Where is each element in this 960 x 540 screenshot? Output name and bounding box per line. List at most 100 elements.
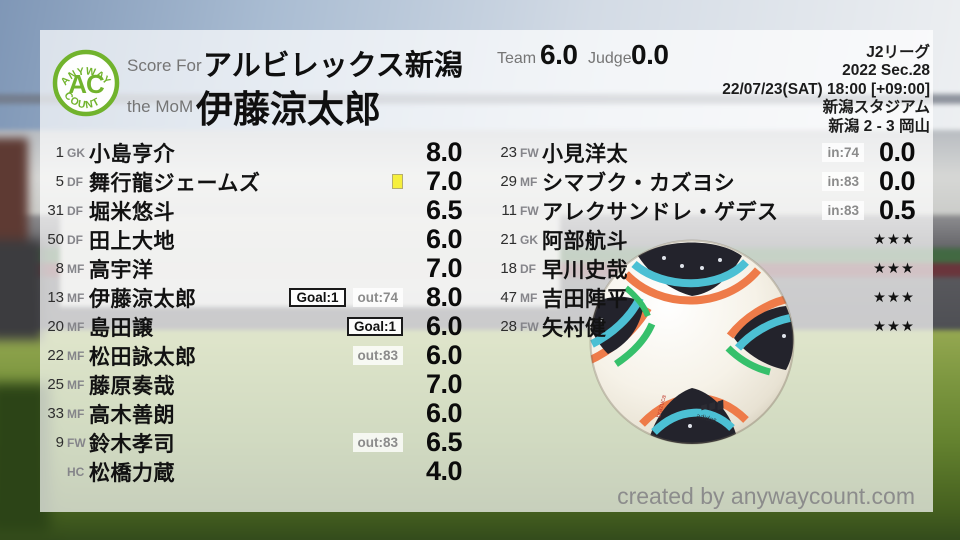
player-number: 9 [55, 434, 64, 451]
row-badges-and-score: 6.0 [410, 224, 463, 255]
team-name: アルビレックス新潟 [203, 50, 463, 82]
match-info-line: 2022 Sec.28 [842, 62, 930, 80]
row-badges-and-score: out:83 6.5 [352, 427, 463, 458]
player-row: 31 DF 堀米悠斗 6.5 [40, 195, 463, 226]
row-badges-and-score: Goal:1 6.0 [346, 311, 463, 342]
player-name: 小見洋太 [542, 142, 628, 166]
player-name: 高木善朗 [89, 403, 175, 427]
rating-score: 6.5 [425, 427, 463, 457]
player-position: DF [67, 174, 83, 189]
row-badges-and-score: 4.0 [410, 456, 463, 487]
rating-stars: ★★★ [873, 289, 915, 306]
rating-score: 6.5 [425, 195, 463, 225]
goal-badge: Goal:1 [346, 317, 403, 336]
rating-score: 7.0 [425, 253, 463, 283]
row-badges-and-score: in:83 0.0 [822, 166, 916, 197]
player-name: 矢村健 [542, 316, 607, 340]
row-badges-and-score: in:83 0.5 [822, 195, 916, 226]
anywaycount-logo: ANYWAY COUNT AC [52, 49, 120, 117]
player-name: 藤原奏哉 [89, 374, 175, 398]
mom-name: 伊藤涼太郎 [196, 89, 381, 130]
yellow-card-icon [392, 174, 403, 189]
row-badges-and-score: ★★★ [871, 232, 915, 248]
rating-stars: ★★★ [873, 231, 915, 248]
player-number: 1 [55, 144, 64, 161]
player-number: 28 [500, 318, 517, 335]
row-badges-and-score: ★★★ [871, 319, 915, 335]
player-position: FW [67, 435, 86, 450]
mom-label: the MoM [127, 97, 194, 116]
svg-text:AC: AC [68, 69, 105, 99]
player-number: 47 [500, 289, 517, 306]
player-name: アレクサンドレ・ゲデス [542, 200, 779, 224]
rating-stars: ★★★ [873, 318, 915, 335]
row-badges-and-score: in:74 0.0 [822, 137, 916, 168]
player-number: 22 [47, 347, 64, 364]
rating-stars: ★★★ [873, 260, 915, 277]
match-info-line: J2リーグ [866, 44, 930, 61]
team-score-label: Team [497, 50, 537, 67]
svg-text:adidas: adidas [696, 413, 718, 425]
row-badges-and-score: 6.5 [410, 195, 463, 226]
rating-score: 0.0 [878, 137, 916, 167]
row-badges-and-score: out:83 6.0 [352, 340, 463, 371]
rating-score: 7.0 [425, 166, 463, 196]
player-number: 11 [501, 202, 517, 219]
rating-score: 6.0 [425, 311, 463, 341]
player-position: GK [67, 145, 85, 160]
player-number: 5 [55, 173, 64, 190]
player-name: 松田詠太郎 [89, 345, 197, 369]
row-badges-and-score: 7.0 [410, 369, 463, 400]
rating-score: 4.0 [425, 456, 463, 486]
player-number: 18 [500, 260, 517, 277]
player-row: 33 MF 高木善朗 6.0 [40, 398, 463, 429]
player-name: 伊藤涼太郎 [89, 287, 197, 311]
player-row: 5 DF 舞行龍ジェームズ 7.0 [40, 166, 463, 197]
player-position: DF [520, 261, 536, 276]
row-badges-and-score: 6.0 [410, 398, 463, 429]
player-row: 9 FW 鈴木孝司 out:83 6.5 [40, 427, 463, 458]
left-stands-shadow [0, 240, 43, 340]
player-position: MF [67, 377, 85, 392]
player-row: 28 FW 矢村健 ★★★ [490, 312, 915, 341]
player-name: 島田譲 [89, 316, 154, 340]
player-position: DF [67, 203, 83, 218]
player-number: 33 [47, 405, 64, 422]
player-row: 50 DF 田上大地 6.0 [40, 224, 463, 255]
row-badges-and-score: 7.0 [392, 166, 463, 197]
credit-text: created by anywaycount.com [617, 483, 915, 509]
player-name: 吉田陣平 [542, 287, 628, 311]
player-row: 11 FW アレクサンドレ・ゲデス in:83 0.5 [490, 195, 916, 226]
player-row: 20 MF 島田譲 Goal:1 6.0 [40, 311, 463, 342]
home-players-list: 1 GK 小島亨介 8.0 5 DF 舞行龍ジェームズ 7.0 31 DF 堀米悠斗 6.5 50 DF 田… [40, 137, 463, 498]
player-name: 小島亨介 [89, 142, 175, 166]
row-badges-and-score: 7.0 [410, 253, 463, 284]
goal-badge: Goal:1 [289, 288, 346, 307]
rating-score: 8.0 [425, 282, 463, 312]
player-position: MF [67, 290, 85, 305]
rating-score: 8.0 [425, 137, 463, 167]
player-position: DF [67, 232, 83, 247]
player-name: 舞行龍ジェームズ [89, 171, 261, 195]
rating-score: 0.5 [878, 195, 916, 225]
player-row: 8 MF 高宇洋 7.0 [40, 253, 463, 284]
player-position: FW [520, 203, 539, 218]
player-position: FW [520, 319, 539, 334]
player-number: 31 [47, 202, 64, 219]
player-number: 8 [55, 260, 64, 277]
player-row: HC 松橋力蔵 4.0 [40, 456, 463, 487]
player-position: MF [67, 348, 85, 363]
player-number: 13 [47, 289, 64, 306]
rating-score: 6.0 [425, 340, 463, 370]
score-for-label: Score For [127, 56, 202, 75]
substitution-badge: in:83 [822, 172, 864, 191]
player-name: 田上大地 [89, 229, 175, 253]
row-badges-and-score: ★★★ [871, 261, 915, 277]
match-info-line: 新潟 2 - 3 岡山 [828, 117, 930, 135]
match-info-line: 22/07/23(SAT) 18:00 [+09:00] [722, 80, 930, 98]
match-info: J2リーグ 2022 Sec.28 22/07/23(SAT) 18:00 [+09… [722, 44, 930, 136]
judge-score-value: 0.0 [631, 39, 669, 70]
player-position: MF [67, 261, 85, 276]
player-row: 29 MF シマブク・カズヨシ in:83 0.0 [490, 166, 916, 197]
